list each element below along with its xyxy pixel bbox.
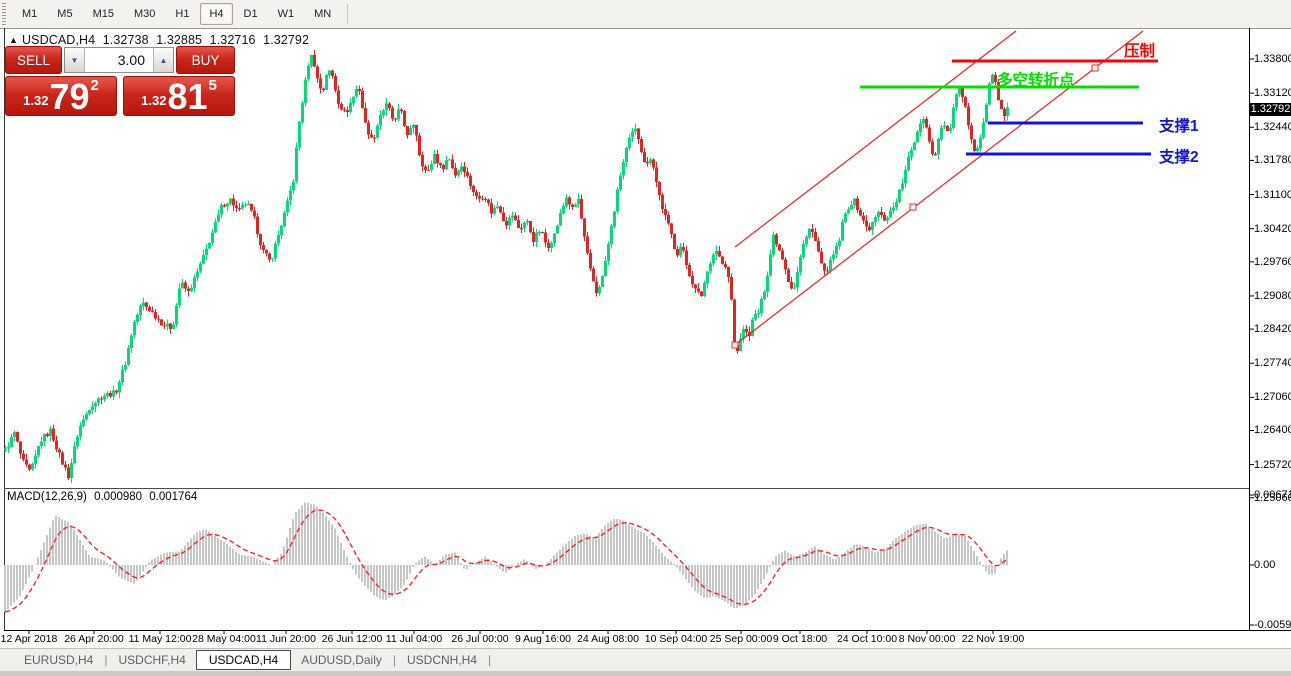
chart-window: ▲ USDCAD,H4 1.32738 1.32885 1.32716 1.327… xyxy=(0,28,1291,676)
ask-price-tile[interactable]: 1.32 81 5 xyxy=(123,76,235,116)
macd-axis-label: 0.00 xyxy=(1254,559,1276,571)
sell-button[interactable]: SELL xyxy=(5,46,62,74)
timeframe-button-w1[interactable]: W1 xyxy=(269,3,304,25)
time-axis-label: 10 Sep 04:00 xyxy=(644,633,708,645)
time-axis-label: 26 Apr 20:00 xyxy=(64,633,124,645)
macd-axis-label: 0.006718 xyxy=(1254,489,1291,501)
resistance-label: 压制 xyxy=(1124,43,1156,60)
timeframe-button-m30[interactable]: M30 xyxy=(125,3,164,25)
bottom-strip xyxy=(0,671,1291,676)
ask-pipette: 5 xyxy=(208,77,217,94)
bid-pipette: 2 xyxy=(90,77,99,94)
price-axis-label: 1.29760 xyxy=(1254,255,1291,268)
support2-label: 支撑2 xyxy=(1159,149,1199,166)
one-click-trading-panel: SELL ▼ 3.00 ▲ BUY 1.32 79 2 1.32 81 5 xyxy=(5,46,235,116)
price-chart-canvas[interactable] xyxy=(0,28,1291,676)
macd-caption: MACD(12,26,9) 0.000980 0.001764 xyxy=(7,491,201,503)
ohlc-low: 1.32716 xyxy=(209,33,256,47)
timeframe-toolbar: M1 M5 M15 M30 H1 H4 D1 W1 MN xyxy=(0,0,1291,29)
time-axis-label: 11 Jul 04:00 xyxy=(385,633,443,645)
ohlc-open: 1.32738 xyxy=(102,33,149,47)
chart-tab-usdcad-h4[interactable]: USDCAD,H4 xyxy=(195,650,292,670)
time-axis-label: 26 Jul 00:00 xyxy=(451,633,509,645)
tab-separator: | xyxy=(104,653,108,667)
channel-handle xyxy=(731,341,739,349)
chart-title: ▲ USDCAD,H4 1.32738 1.32885 1.32716 1.327… xyxy=(9,33,313,47)
price-axis-label: 1.31780 xyxy=(1254,154,1291,167)
price-axis-label: 1.29080 xyxy=(1254,289,1291,302)
macd-value-main: 0.000980 xyxy=(94,491,143,503)
price-axis-label: 1.25060 xyxy=(1254,491,1291,504)
timeframe-button-h1[interactable]: H1 xyxy=(166,3,198,25)
pivot-label: 多空转折点 xyxy=(997,72,1075,89)
volume-input[interactable]: 3.00 xyxy=(117,52,145,68)
price-axis-label: 1.28420 xyxy=(1254,323,1291,336)
ohlc-close: 1.32792 xyxy=(263,33,310,47)
timeframe-buttons: M1 M5 M15 M30 H1 H4 D1 W1 MN xyxy=(12,3,341,25)
time-axis-label: 26 Jun 12:00 xyxy=(321,633,383,645)
time-axis-label: 11 Jun 20:00 xyxy=(256,633,316,645)
time-axis-label: 25 Sep 00:00 xyxy=(709,633,773,645)
ohlc-high: 1.32885 xyxy=(156,33,203,47)
time-axis-label: 12 Apr 2018 xyxy=(0,633,58,645)
toolbar-separator xyxy=(347,4,349,24)
timeframe-button-m15[interactable]: M15 xyxy=(84,3,123,25)
timeframe-button-m5[interactable]: M5 xyxy=(48,3,81,25)
support1-label: 支撑1 xyxy=(1159,118,1199,135)
price-axis-label: 1.27060 xyxy=(1254,391,1291,404)
time-axis-label: 22 Nov 19:00 xyxy=(961,633,1025,645)
chart-tab-usdchf-h4[interactable]: USDCHF,H4 xyxy=(118,653,186,667)
time-axis-label: 24 Oct 10:00 xyxy=(836,633,898,645)
price-axis-label: 1.31100 xyxy=(1254,188,1291,201)
macd-value-signal: 0.001764 xyxy=(149,491,198,503)
trend-channel[interactable] xyxy=(731,30,1144,349)
chart-symbol: USDCAD,H4 xyxy=(22,33,96,47)
bid-price-tile[interactable]: 1.32 79 2 xyxy=(5,76,117,116)
timeframe-button-m1[interactable]: M1 xyxy=(13,3,46,25)
price-axis-label: 1.26400 xyxy=(1254,424,1291,437)
price-axis-label: 1.25720 xyxy=(1254,458,1291,471)
macd-name: MACD(12,26,9) xyxy=(7,491,87,503)
time-axis-label: 9 Oct 18:00 xyxy=(772,633,828,645)
candles xyxy=(4,50,1009,483)
macd-axis-label: -0.005925 xyxy=(1254,619,1291,631)
price-axis-label: 1.33800 xyxy=(1254,53,1291,65)
price-axis-label: 1.32440 xyxy=(1254,121,1291,134)
time-axis-label: 24 Aug 08:00 xyxy=(577,633,639,645)
price-axis-label: 1.33120 xyxy=(1254,87,1291,100)
buy-button[interactable]: BUY xyxy=(176,46,235,74)
volume-decrease-button[interactable]: ▼ xyxy=(65,48,85,72)
chart-tab-bar: EURUSD,H4 | USDCHF,H4 USDCAD,H4 AUDUSD,Daily… xyxy=(0,648,1291,671)
toolbar-grip-handle[interactable] xyxy=(2,3,6,25)
timeframe-button-mn[interactable]: MN xyxy=(305,3,340,25)
price-axis-label: 1.27740 xyxy=(1254,357,1291,370)
bid-main: 79 xyxy=(49,76,90,117)
current-price-label: 1.32792 xyxy=(1250,103,1291,117)
volume-increase-button[interactable]: ▲ xyxy=(153,48,173,72)
channel-handle xyxy=(1091,64,1099,72)
channel-handle xyxy=(909,203,917,211)
chart-tab-usdcnh-h4[interactable]: USDCNH,H4 xyxy=(407,653,478,667)
volume-spinner: ▼ 3.00 ▲ xyxy=(64,47,174,73)
time-axis-label: 11 May 12:00 xyxy=(128,633,192,645)
time-axis-label: 8 Nov 00:00 xyxy=(898,633,956,645)
bid-prefix: 1.32 xyxy=(23,93,49,108)
time-axis-label: 9 Aug 16:00 xyxy=(514,633,572,645)
collapse-arrow-icon[interactable]: ▲ xyxy=(9,35,19,45)
timeframe-button-h4[interactable]: H4 xyxy=(200,3,233,25)
tab-separator: | xyxy=(488,653,492,667)
timeframe-button-d1[interactable]: D1 xyxy=(235,3,267,25)
ask-main: 81 xyxy=(167,76,208,117)
chart-tab-eurusd-h4[interactable]: EURUSD,H4 xyxy=(24,653,94,667)
price-axis-label: 1.30420 xyxy=(1254,222,1291,235)
chart-tab-audusd-daily[interactable]: AUDUSD,Daily xyxy=(301,653,382,667)
tab-separator: | xyxy=(392,653,396,667)
ask-prefix: 1.32 xyxy=(141,93,167,108)
time-axis-label: 28 May 04:00 xyxy=(192,633,256,645)
